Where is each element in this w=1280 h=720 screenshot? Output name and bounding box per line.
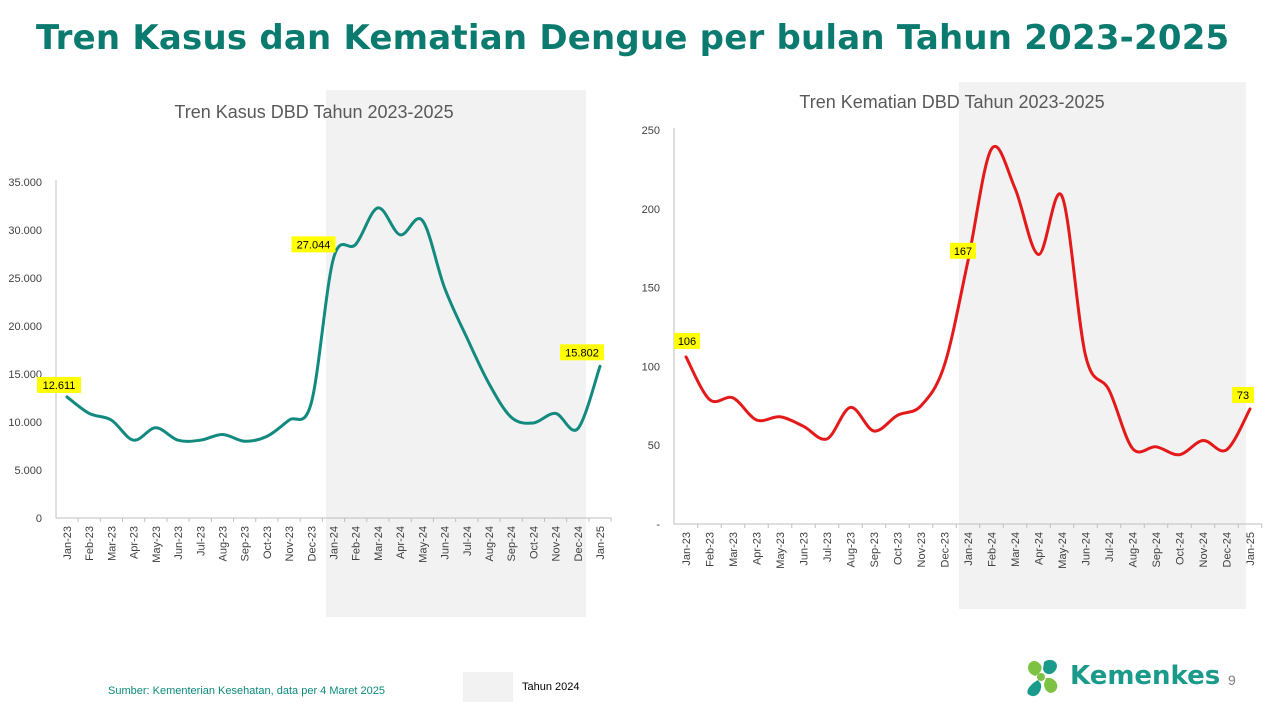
deaths-x-tick-label: Feb-24: [987, 532, 999, 567]
cases-x-tick-label: Jul-23: [195, 526, 207, 556]
deaths-x-tick-label: Jan-24: [963, 532, 975, 566]
deaths-x-tick-label: Sep-24: [1151, 532, 1163, 567]
deaths-x-tick-label: Jul-24: [1104, 532, 1116, 562]
cases-data-label: 15.802: [565, 347, 599, 359]
cases-data-label-bg: [37, 376, 81, 393]
cases-series-line: [65, 206, 602, 443]
page-number: 9: [1228, 672, 1236, 688]
cases-chart-title: Tren Kasus DBD Tahun 2023-2025: [174, 102, 453, 122]
deaths-x-tick-label: Jan-25: [1245, 532, 1257, 566]
cases-data-label: 12.611: [43, 380, 76, 392]
deaths-y-tick-label: 250: [642, 125, 660, 137]
kemenkes-logo-text: Kemenkes: [1070, 661, 1221, 691]
deaths-series-line: [684, 144, 1252, 457]
cases-y-tick-label: 0: [36, 513, 42, 525]
deaths-x-tick-label: Aug-24: [1128, 532, 1140, 567]
deaths-data-label: 73: [1237, 390, 1249, 402]
cases-x-tick-label: Aug-24: [484, 526, 496, 561]
deaths-y-tick-label: 200: [642, 204, 660, 216]
deaths-y-tick-label: 150: [642, 283, 660, 295]
deaths-x-tick-label: Sep-23: [869, 532, 881, 567]
legend-swatch-2024: [463, 672, 513, 702]
cases-y-tick-label: 20.000: [8, 321, 42, 333]
kemenkes-logo: Kemenkes: [1018, 654, 1220, 700]
cases-x-tick-label: Feb-24: [351, 526, 363, 561]
deaths-x-tick-label: Feb-23: [705, 532, 717, 567]
deaths-y-tick-label: 100: [642, 361, 660, 373]
cases-x-tick-label: Jun-24: [440, 526, 452, 560]
deaths-y-tick-label: -: [656, 519, 660, 531]
cases-x-tick-label: Jun-23: [173, 526, 185, 560]
cases-x-tick-label: Nov-23: [284, 526, 296, 561]
deaths-x-tick-label: Jun-24: [1081, 532, 1093, 566]
cases-x-tick-label: Jan-23: [62, 526, 74, 560]
deaths-x-tick-label: Oct-23: [893, 532, 905, 565]
cases-x-tick-label: Oct-24: [528, 526, 540, 559]
deaths-y-tick-label: 50: [648, 440, 660, 452]
cases-data-label-bg: [560, 344, 604, 361]
deaths-x-tick-label: Apr-23: [752, 532, 764, 565]
cases-x-tick-label: Nov-24: [551, 526, 563, 561]
deaths-x-tick-label: Dec-23: [940, 532, 952, 567]
cases-x-tick-label: Mar-24: [373, 526, 385, 561]
deaths-data-label-bg: [950, 242, 976, 259]
kemenkes-logo-icon: [1027, 659, 1058, 697]
deaths-data-label: 106: [678, 336, 696, 348]
cases-x-tick-label: Apr-23: [129, 526, 141, 559]
cases-x-tick-label: Dec-24: [573, 526, 585, 561]
cases-x-tick-label: Jan-25: [595, 526, 607, 560]
deaths-x-tick-label: Nov-23: [916, 532, 928, 567]
legend-label-2024: Tahun 2024: [522, 681, 580, 693]
cases-x-tick-label: Aug-23: [217, 526, 229, 561]
cases-y-tick-label: 35.000: [8, 177, 42, 189]
cases-x-tick-label: Jul-24: [462, 526, 474, 556]
deaths-x-tick-label: May-24: [1057, 532, 1069, 569]
deaths-x-tick-label: Apr-24: [1034, 532, 1046, 565]
cases-x-tick-label: Oct-23: [262, 526, 274, 559]
deaths-x-tick-label: Nov-24: [1198, 532, 1210, 567]
deaths-x-tick-label: Mar-23: [728, 532, 740, 567]
deaths-x-tick-label: Oct-24: [1175, 532, 1187, 565]
source-note: Sumber: Kementerian Kesehatan, data per …: [108, 685, 386, 697]
deaths-highlight-band: [959, 82, 1246, 609]
cases-x-tick-label: Mar-23: [106, 526, 118, 561]
cases-y-tick-label: 5.000: [14, 465, 42, 477]
cases-x-tick-label: Sep-23: [240, 526, 252, 561]
cases-data-label-bg: [291, 236, 336, 253]
slide-title: Tren Kasus dan Kematian Dengue per bulan…: [36, 18, 1230, 58]
deaths-x-tick-label: Mar-24: [1010, 532, 1022, 567]
deaths-data-label: 167: [954, 246, 972, 258]
cases-y-tick-label: 15.000: [8, 369, 42, 381]
cases-x-tick-label: May-24: [417, 526, 429, 563]
cases-y-tick-label: 25.000: [8, 273, 42, 285]
deaths-x-tick-label: Jul-23: [822, 532, 834, 562]
deaths-data-label-bg: [1232, 386, 1254, 403]
cases-data-label: 27.044: [297, 239, 331, 251]
cases-x-tick-label: Jan-24: [329, 526, 341, 560]
cases-y-tick-label: 10.000: [8, 417, 42, 429]
deaths-data-label-bg: [674, 332, 700, 349]
cases-x-tick-label: May-23: [151, 526, 163, 563]
deaths-x-tick-label: Dec-24: [1222, 532, 1234, 567]
cases-x-tick-label: Feb-23: [84, 526, 96, 561]
deaths-x-tick-label: Aug-23: [846, 532, 858, 567]
deaths-x-tick-label: May-23: [775, 532, 787, 569]
cases-x-tick-label: Sep-24: [506, 526, 518, 561]
deaths-x-tick-label: Jan-23: [681, 532, 693, 566]
cases-x-tick-label: Apr-24: [395, 526, 407, 559]
cases-x-tick-label: Dec-23: [306, 526, 318, 561]
deaths-chart-title: Tren Kematian DBD Tahun 2023-2025: [799, 92, 1104, 112]
cases-y-tick-label: 30.000: [8, 225, 42, 237]
cases-highlight-band: [326, 90, 586, 617]
deaths-x-tick-label: Jun-23: [799, 532, 811, 566]
